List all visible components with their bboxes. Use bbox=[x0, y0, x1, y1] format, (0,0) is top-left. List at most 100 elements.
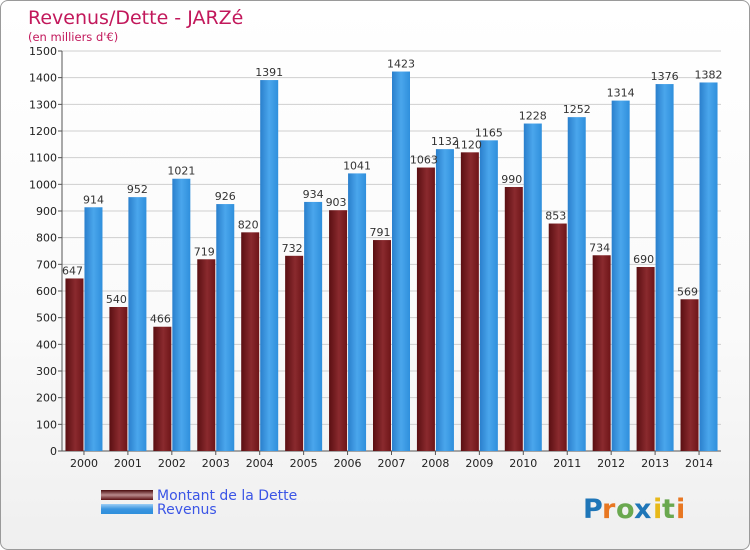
bar-dette-2009 bbox=[460, 152, 479, 452]
legend: Montant de la Dette Revenus bbox=[101, 488, 297, 518]
svg-text:i: i bbox=[653, 494, 662, 525]
bar-revenus-2001 bbox=[128, 197, 147, 451]
bar-revenus-2005 bbox=[304, 201, 323, 451]
y-tick-label: 600 bbox=[36, 285, 57, 298]
y-tick-label: 400 bbox=[36, 338, 57, 351]
bar-revenus-2003 bbox=[216, 204, 235, 451]
y-tick-label: 1100 bbox=[29, 152, 57, 165]
bar-dette-2012 bbox=[592, 255, 611, 451]
label-dette-2002: 466 bbox=[150, 313, 171, 326]
y-tick-label: 800 bbox=[36, 232, 57, 245]
x-tick-label-2006: 2006 bbox=[334, 457, 362, 470]
legend-label-revenus: Revenus bbox=[157, 502, 217, 518]
bar-revenus-2013 bbox=[655, 84, 674, 452]
legend-label-debt: Montant de la Dette bbox=[157, 488, 297, 504]
y-tick-label: 1400 bbox=[29, 72, 57, 85]
label-revenus-2005: 934 bbox=[303, 188, 324, 201]
bar-dette-2005 bbox=[285, 255, 304, 451]
y-tick-label: 700 bbox=[36, 258, 57, 271]
bar-dette-2002 bbox=[153, 326, 172, 451]
x-tick-label-2011: 2011 bbox=[553, 457, 581, 470]
label-revenus-2010: 1228 bbox=[519, 110, 547, 123]
y-tick-label: 500 bbox=[36, 312, 57, 325]
bar-revenus-2007 bbox=[392, 71, 410, 452]
x-tick-label-2008: 2008 bbox=[421, 457, 449, 470]
label-revenus-2011: 1252 bbox=[563, 103, 591, 116]
label-dette-2003: 719 bbox=[194, 245, 215, 258]
bar-dette-2004 bbox=[241, 232, 260, 451]
bar-dette-2011 bbox=[548, 223, 567, 451]
x-tick-label-2005: 2005 bbox=[290, 457, 318, 470]
x-tick-label-2012: 2012 bbox=[597, 457, 625, 470]
x-tick-label-2010: 2010 bbox=[509, 457, 537, 470]
bar-revenus-2000 bbox=[84, 207, 103, 451]
svg-text:r: r bbox=[602, 494, 616, 525]
label-revenus-2014: 1382 bbox=[695, 68, 723, 81]
svg-text:t: t bbox=[662, 494, 675, 525]
label-revenus-2012: 1314 bbox=[607, 87, 635, 100]
label-revenus-2008: 1132 bbox=[431, 135, 459, 148]
x-tick-label-2003: 2003 bbox=[202, 457, 230, 470]
svg-text:x: x bbox=[634, 494, 651, 525]
x-tick-label-2009: 2009 bbox=[465, 457, 493, 470]
label-dette-2012: 734 bbox=[589, 241, 610, 254]
svg-text:P: P bbox=[583, 494, 603, 525]
chart-subtitle: (en milliers d'€) bbox=[28, 30, 118, 44]
y-tick-label: 100 bbox=[36, 418, 57, 431]
bar-dette-2000 bbox=[65, 278, 84, 451]
x-tick-label-2000: 2000 bbox=[70, 457, 98, 470]
bar-dette-2006 bbox=[329, 210, 348, 451]
bar-revenus-2012 bbox=[611, 100, 630, 451]
label-dette-2009: 1120 bbox=[454, 138, 482, 151]
y-tick-label: 1200 bbox=[29, 125, 57, 138]
bar-dette-2007 bbox=[373, 240, 391, 451]
bar-revenus-2010 bbox=[523, 123, 542, 452]
label-dette-2014: 569 bbox=[677, 285, 698, 298]
y-tick-label: 0 bbox=[50, 445, 57, 458]
label-dette-2007: 791 bbox=[370, 226, 391, 239]
bar-dette-2010 bbox=[504, 187, 523, 451]
y-tick-label: 200 bbox=[36, 392, 57, 405]
legend-swatch-debt bbox=[101, 490, 153, 500]
label-dette-2001: 540 bbox=[106, 293, 127, 306]
svg-text:o: o bbox=[616, 494, 635, 525]
bar-revenus-2002 bbox=[172, 178, 191, 451]
y-tick-label: 900 bbox=[36, 205, 57, 218]
label-revenus-2000: 914 bbox=[83, 193, 104, 206]
y-tick-label: 1500 bbox=[29, 45, 57, 58]
label-revenus-2002: 1021 bbox=[167, 165, 195, 178]
x-tick-label-2001: 2001 bbox=[114, 457, 142, 470]
label-dette-2011: 853 bbox=[545, 210, 566, 223]
chart-title: Revenus/Dette - JARZé bbox=[28, 7, 243, 29]
label-dette-2010: 990 bbox=[501, 173, 522, 186]
bar-revenus-2004 bbox=[260, 80, 279, 452]
legend-swatch-revenus bbox=[101, 504, 153, 514]
x-axis-ticks: 2000 2001 2002 2003 2004 2005 2006 2007 2008 2009… bbox=[70, 451, 713, 470]
bar-revenus-2011 bbox=[567, 117, 586, 451]
bar-revenus-2006 bbox=[348, 173, 367, 451]
data-labels: 647 914 540 952 466 1021 719 926 820 1391 732 93490… bbox=[62, 58, 723, 326]
y-tick-label: 1300 bbox=[29, 98, 57, 111]
x-tick-label-2013: 2013 bbox=[641, 457, 669, 470]
proxiti-logo: P r o x i t i bbox=[583, 494, 685, 525]
y-axis-ticks: 0 100 200 300 400 500 600 700 800 900 1000 1100 1200… bbox=[29, 45, 62, 458]
x-tick-label-2007: 2007 bbox=[378, 457, 406, 470]
label-revenus-2001: 952 bbox=[127, 183, 148, 196]
x-tick-label-2002: 2002 bbox=[158, 457, 186, 470]
y-tick-label: 1000 bbox=[29, 178, 57, 191]
svg-text:i: i bbox=[676, 494, 685, 525]
label-revenus-2013: 1376 bbox=[651, 70, 679, 83]
y-tick-label: 300 bbox=[36, 365, 57, 378]
bar-dette-2008 bbox=[416, 167, 435, 452]
bar-dette-2014 bbox=[680, 299, 699, 451]
x-tick-label-2004: 2004 bbox=[246, 457, 274, 470]
label-dette-2005: 732 bbox=[282, 242, 303, 255]
label-revenus-2007: 1423 bbox=[387, 58, 415, 71]
label-dette-2004: 820 bbox=[238, 218, 259, 231]
label-revenus-2006: 1041 bbox=[343, 159, 371, 172]
label-revenus-2009: 1165 bbox=[475, 126, 503, 139]
bar-dette-2003 bbox=[197, 259, 216, 451]
bars bbox=[65, 71, 718, 452]
bar-dette-2013 bbox=[636, 267, 655, 451]
